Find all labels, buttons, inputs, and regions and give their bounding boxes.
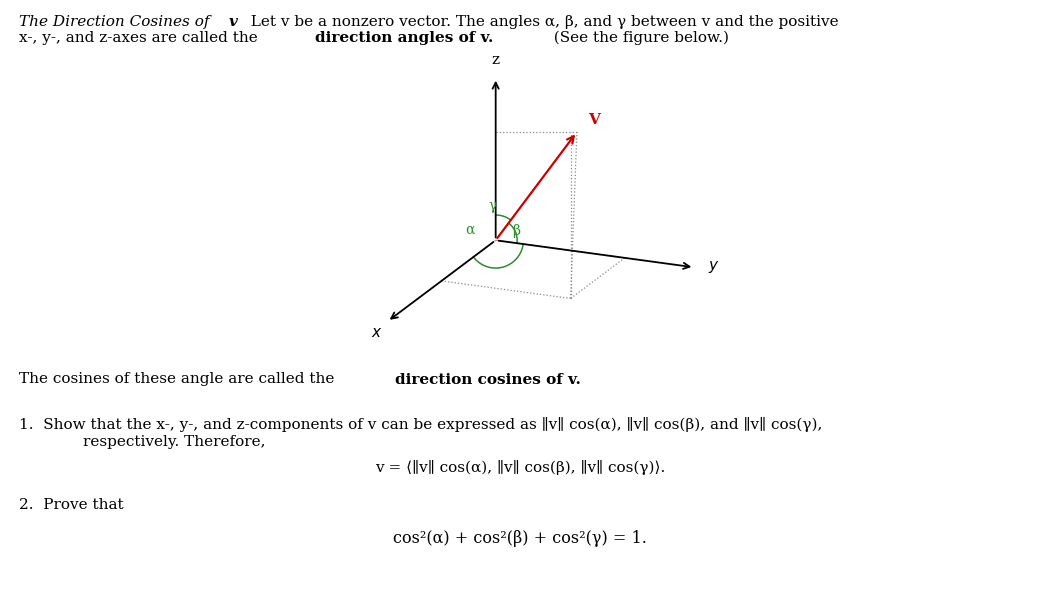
Text: γ: γ bbox=[489, 199, 497, 213]
Text: cos²(α) + cos²(β) + cos²(γ) = 1.: cos²(α) + cos²(β) + cos²(γ) = 1. bbox=[393, 530, 647, 548]
Text: z: z bbox=[492, 53, 499, 67]
Text: The cosines of these angle are called the: The cosines of these angle are called th… bbox=[19, 372, 339, 386]
Text: direction cosines of v.: direction cosines of v. bbox=[395, 372, 581, 386]
Text: direction angles of v.: direction angles of v. bbox=[315, 31, 494, 45]
Text: x-, y-, and z-axes are called the: x-, y-, and z-axes are called the bbox=[19, 31, 262, 45]
Text: v = ⟨∥v∥ cos(α), ∥v∥ cos(β), ∥v∥ cos(γ)⟩.: v = ⟨∥v∥ cos(α), ∥v∥ cos(β), ∥v∥ cos(γ)⟩… bbox=[374, 460, 666, 475]
Text: The Direction Cosines of: The Direction Cosines of bbox=[19, 15, 214, 29]
Text: v: v bbox=[229, 15, 238, 29]
Text: β: β bbox=[513, 224, 520, 238]
Text: 2.  Prove that: 2. Prove that bbox=[19, 498, 124, 511]
Text: Let v be a nonzero vector. The angles α, β, and γ between v and the positive: Let v be a nonzero vector. The angles α,… bbox=[241, 15, 839, 29]
Text: respectively. Therefore,: respectively. Therefore, bbox=[83, 435, 265, 449]
Text: (See the figure below.): (See the figure below.) bbox=[544, 31, 729, 45]
Text: $x$: $x$ bbox=[371, 326, 383, 340]
Text: 1.  Show that the x-, y-, and z-components of v can be expressed as ∥v∥ cos(α), : 1. Show that the x-, y-, and z-component… bbox=[19, 417, 822, 432]
Text: α: α bbox=[466, 222, 475, 237]
Text: V: V bbox=[588, 113, 600, 128]
Text: $y$: $y$ bbox=[708, 259, 720, 275]
